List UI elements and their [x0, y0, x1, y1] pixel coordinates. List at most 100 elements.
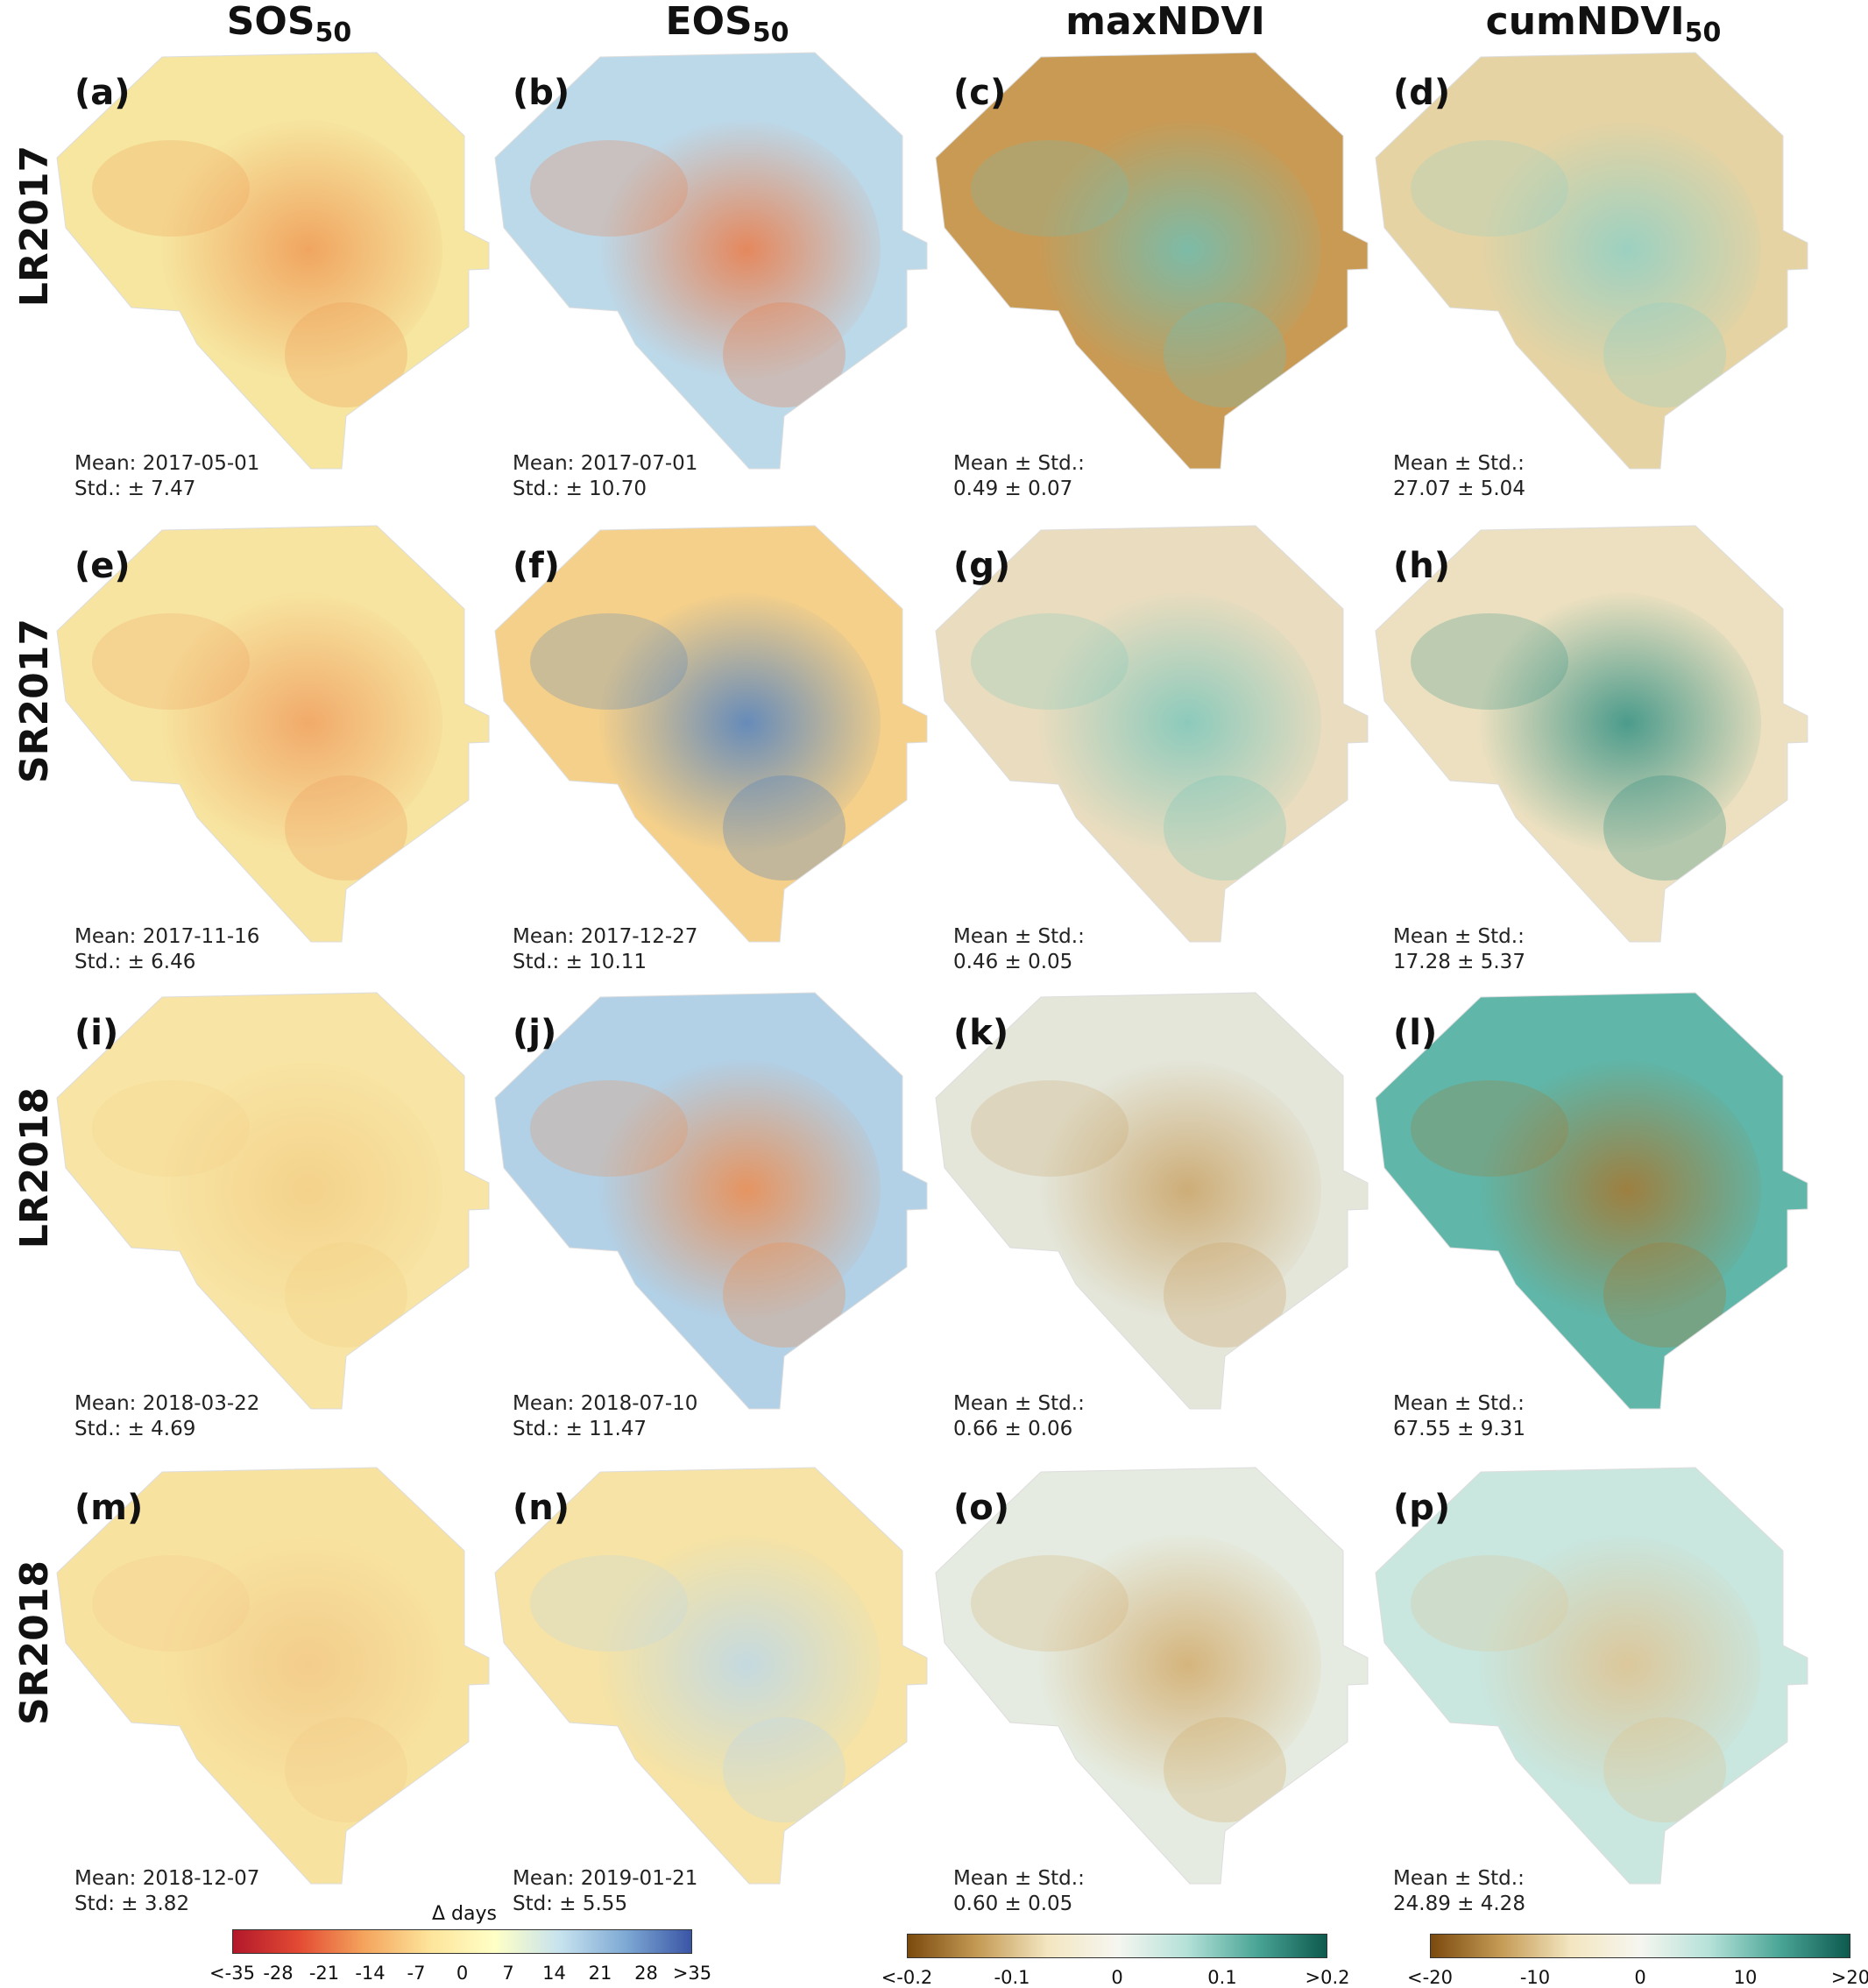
colorbar-tick-label: 7 — [502, 1963, 514, 1984]
panel-statistics: Mean ± Std.: 27.07 ± 5.04 — [1393, 451, 1525, 502]
map-panel: (l) Mean ± Std.: 67.55 ± 9.31 — [1367, 988, 1822, 1461]
region-map — [56, 525, 490, 943]
colorbar-maxndvi-gradient — [907, 1934, 1327, 1958]
region-map — [1375, 992, 1808, 1410]
panel-statistics: Mean ± Std.: 24.89 ± 4.28 — [1393, 1866, 1525, 1917]
colorbar-days-title: Δ days — [432, 1903, 497, 1925]
panel-stat-line2: Std: ± 5.55 — [513, 1892, 628, 1915]
map-panel: (i) Mean: 2018-03-22 Std.: ± 4.69 — [48, 988, 504, 1461]
panel-statistics: Mean: 2017-07-01 Std.: ± 10.70 — [513, 451, 697, 502]
colorbar-tick-label: <-20 — [1407, 1967, 1453, 1988]
colorbar-tick-label: >35 — [672, 1963, 712, 1984]
panel-statistics: Mean ± Std.: 0.60 ± 0.05 — [953, 1866, 1085, 1917]
panel-stat-line2: 27.07 ± 5.04 — [1393, 478, 1525, 500]
panel-statistics: Mean ± Std.: 0.49 ± 0.07 — [953, 451, 1085, 502]
panel-stat-line1: Mean: 2018-12-07 — [74, 1867, 260, 1890]
colorbar-tick-label: 21 — [588, 1963, 612, 1984]
panel-label: (a) — [74, 73, 131, 113]
panel-label: (m) — [74, 1488, 144, 1528]
panel-statistics: Mean ± Std.: 0.46 ± 0.05 — [953, 924, 1085, 975]
region-map — [494, 992, 928, 1410]
panel-stat-line1: Mean: 2018-07-10 — [513, 1392, 698, 1415]
panel-statistics: Mean: 2018-07-10 Std.: ± 11.47 — [513, 1391, 697, 1442]
column-title-maxndvi: maxNDVI — [1065, 0, 1265, 44]
panel-stat-line1: Mean ± Std.: — [1393, 452, 1525, 475]
colorbar-tick-label: 14 — [542, 1963, 566, 1984]
panel-stat-line1: Mean ± Std.: — [953, 452, 1085, 475]
panel-stat-line1: Mean: 2017-07-01 — [513, 452, 698, 475]
panel-stat-line2: Std.: ± 6.46 — [74, 951, 196, 973]
column-title-cumndvi: cumNDVI50 — [1485, 0, 1722, 48]
panel-stat-line1: Mean ± Std.: — [953, 1867, 1085, 1890]
colorbar-tick-label: -21 — [308, 1963, 340, 1984]
panel-label: (f) — [513, 546, 560, 586]
panel-stat-line2: Std.: ± 11.47 — [513, 1418, 647, 1440]
panel-statistics: Mean: 2018-12-07 Std: ± 3.82 — [74, 1866, 259, 1917]
panel-stat-line1: Mean: 2017-12-27 — [513, 925, 698, 948]
colorbar-tick-label: <-35 — [209, 1963, 255, 1984]
region-map — [1375, 52, 1808, 470]
panel-stat-line2: 67.55 ± 9.31 — [1393, 1418, 1525, 1440]
map-panel: (p) Mean ± Std.: 24.89 ± 4.28 — [1367, 1463, 1822, 1936]
colorbar-tick-label: -14 — [355, 1963, 386, 1984]
panel-stat-line2: 24.89 ± 4.28 — [1393, 1892, 1525, 1915]
colorbar-tick-label: -7 — [407, 1963, 426, 1984]
map-panel: (m) Mean: 2018-12-07 Std: ± 3.82 — [48, 1463, 504, 1936]
panel-label: (l) — [1393, 1013, 1438, 1053]
panel-stat-line1: Mean ± Std.: — [953, 1392, 1085, 1415]
panel-label: (n) — [513, 1488, 570, 1528]
colorbar-maxndvi: <-0.2 -0.1 0 0.1 >0.2 — [881, 1934, 1350, 1988]
colorbar-cumndvi: <-20 -10 0 10 >20 — [1407, 1934, 1868, 1988]
region-map — [56, 992, 490, 1410]
panel-statistics: Mean ± Std.: 17.28 ± 5.37 — [1393, 924, 1525, 975]
map-panel: (f) Mean: 2017-12-27 Std.: ± 10.11 — [486, 521, 942, 994]
panel-stat-line2: 0.60 ± 0.05 — [953, 1892, 1073, 1915]
map-panel: (d) Mean ± Std.: 27.07 ± 5.04 — [1367, 48, 1822, 521]
panel-label: (g) — [953, 546, 1011, 586]
region-map — [935, 992, 1369, 1410]
panel-statistics: Mean: 2017-12-27 Std.: ± 10.11 — [513, 924, 697, 975]
panel-label: (d) — [1393, 73, 1451, 113]
panel-statistics: Mean: 2017-11-16 Std.: ± 6.46 — [74, 924, 259, 975]
panel-statistics: Mean ± Std.: 67.55 ± 9.31 — [1393, 1391, 1525, 1442]
panel-label: (o) — [953, 1488, 1010, 1528]
panel-stat-line2: Std: ± 3.82 — [74, 1892, 190, 1915]
region-map — [56, 52, 490, 470]
colorbar-tick-label: -28 — [263, 1963, 294, 1984]
column-title-sos: SOS50 — [226, 0, 352, 48]
panel-stat-line2: Std.: ± 10.70 — [513, 478, 647, 500]
panel-label: (j) — [513, 1013, 557, 1053]
panel-stat-line2: 0.66 ± 0.06 — [953, 1418, 1073, 1440]
colorbar-days: Δ days <-35 -28 -21 -14 -7 0 7 14 21 28 >35 — [209, 1903, 711, 1984]
region-map — [494, 1467, 928, 1885]
colorbar-tick-label: >0.2 — [1305, 1967, 1350, 1988]
colorbar-tick-label: 0 — [456, 1963, 469, 1984]
panel-stat-line1: Mean ± Std.: — [1393, 1867, 1525, 1890]
colorbar-days-gradient — [232, 1929, 692, 1954]
map-panel: (k) Mean ± Std.: 0.66 ± 0.06 — [927, 988, 1383, 1461]
colorbar-tick-label: 10 — [1733, 1967, 1758, 1988]
colorbar-tick-label: >20 — [1830, 1967, 1868, 1988]
map-panel: (c) Mean ± Std.: 0.49 ± 0.07 — [927, 48, 1383, 521]
map-panel: (n) Mean: 2019-01-21 Std: ± 5.55 — [486, 1463, 942, 1936]
map-panel: (j) Mean: 2018-07-10 Std.: ± 11.47 — [486, 988, 942, 1461]
region-map — [1375, 525, 1808, 943]
panel-stat-line2: Std.: ± 7.47 — [74, 478, 196, 500]
map-panel: (h) Mean ± Std.: 17.28 ± 5.37 — [1367, 521, 1822, 994]
panel-label: (b) — [513, 73, 570, 113]
panel-stat-line1: Mean ± Std.: — [1393, 1392, 1525, 1415]
panel-stat-line2: 0.49 ± 0.07 — [953, 478, 1073, 500]
map-panel: (g) Mean ± Std.: 0.46 ± 0.05 — [927, 521, 1383, 994]
panel-stat-line1: Mean: 2019-01-21 — [513, 1867, 698, 1890]
panel-stat-line1: Mean: 2017-05-01 — [74, 452, 260, 475]
panel-label: (h) — [1393, 546, 1451, 586]
map-panel: (a) Mean: 2017-05-01 Std.: ± 7.47 — [48, 48, 504, 521]
region-map — [935, 1467, 1369, 1885]
panel-stat-line1: Mean: 2018-03-22 — [74, 1392, 260, 1415]
panel-label: (c) — [953, 73, 1007, 113]
region-map — [935, 52, 1369, 470]
colorbar-tick-label: -10 — [1519, 1967, 1551, 1988]
map-panel: (e) Mean: 2017-11-16 Std.: ± 6.46 — [48, 521, 504, 994]
panel-label: (k) — [953, 1013, 1009, 1053]
colorbar-tick-label: -0.1 — [994, 1967, 1030, 1988]
